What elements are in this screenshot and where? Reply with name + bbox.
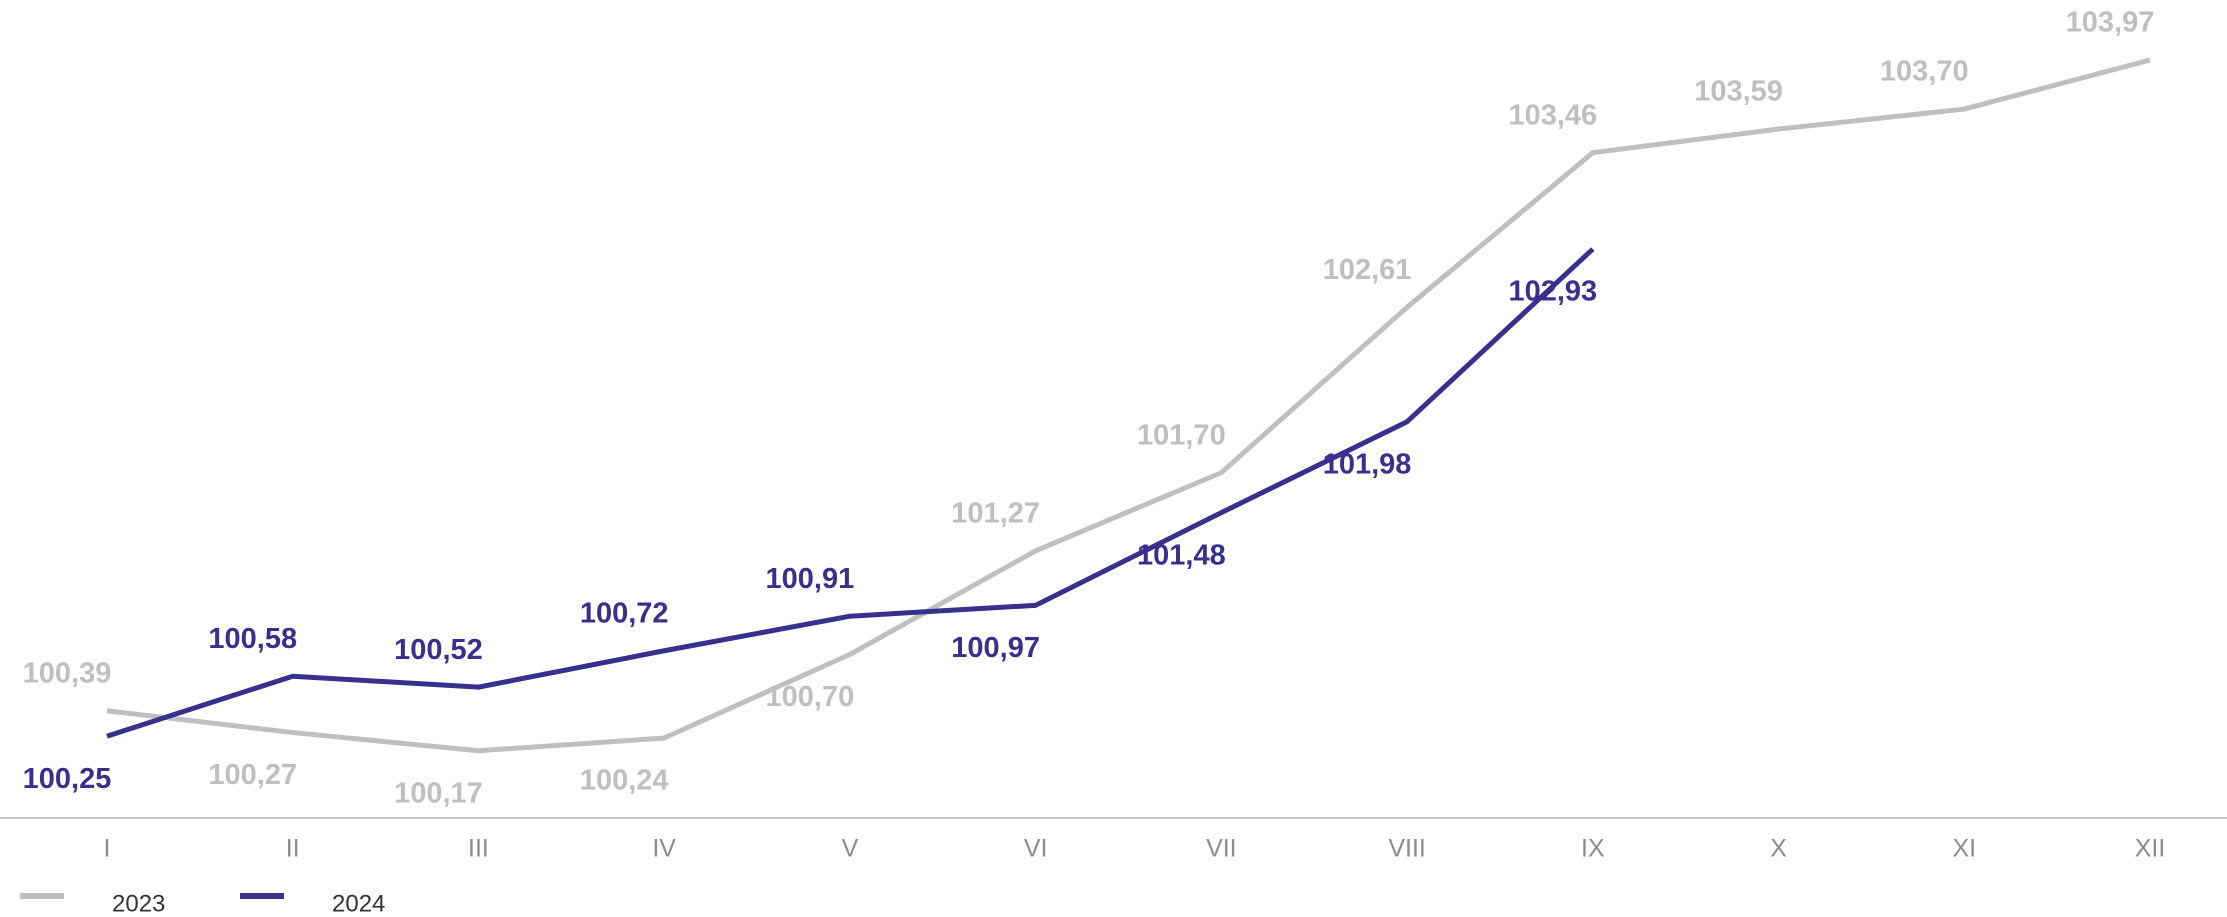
data-label: 100,70 <box>766 681 855 713</box>
x-tick-label: XII <box>2135 835 2166 863</box>
x-tick-label: VII <box>1206 835 1237 863</box>
data-label: 103,46 <box>1508 99 1597 131</box>
data-label: 101,48 <box>1137 539 1226 571</box>
x-tick-label: V <box>842 835 859 863</box>
data-label: 100,97 <box>951 632 1040 664</box>
x-tick-label: XI <box>1952 835 1976 863</box>
data-label: 103,59 <box>1694 76 1783 108</box>
data-label: 100,52 <box>394 634 483 666</box>
data-label: 100,17 <box>394 777 483 809</box>
x-tick-label: II <box>286 835 300 863</box>
data-label: 103,70 <box>1880 56 1969 88</box>
data-label: 100,24 <box>580 765 669 797</box>
data-label: 100,58 <box>208 623 297 655</box>
data-label: 100,91 <box>766 563 855 595</box>
x-tick-label: X <box>1770 835 1787 863</box>
data-label: 100,27 <box>208 759 297 791</box>
data-label: 100,39 <box>23 657 112 689</box>
x-tick-label: VIII <box>1388 835 1426 863</box>
x-tick-label: VI <box>1024 835 1048 863</box>
series-line <box>106 57 2151 754</box>
data-label: 100,25 <box>23 763 112 795</box>
x-tick-label: I <box>104 835 111 863</box>
data-label: 103,97 <box>2066 7 2155 39</box>
series-line <box>106 247 1595 739</box>
data-label: 101,70 <box>1137 419 1226 451</box>
x-tick-label: III <box>468 835 489 863</box>
data-label: 101,98 <box>1323 448 1412 480</box>
data-label: 101,27 <box>951 497 1040 529</box>
legend-label: 2023 <box>112 890 165 917</box>
data-label: 102,61 <box>1323 254 1412 286</box>
x-tick-label: IX <box>1581 835 1605 863</box>
data-label: 100,72 <box>580 597 669 629</box>
legend-label: 2024 <box>332 890 385 917</box>
x-tick-label: IV <box>652 835 676 863</box>
data-label: 102,93 <box>1508 276 1597 308</box>
